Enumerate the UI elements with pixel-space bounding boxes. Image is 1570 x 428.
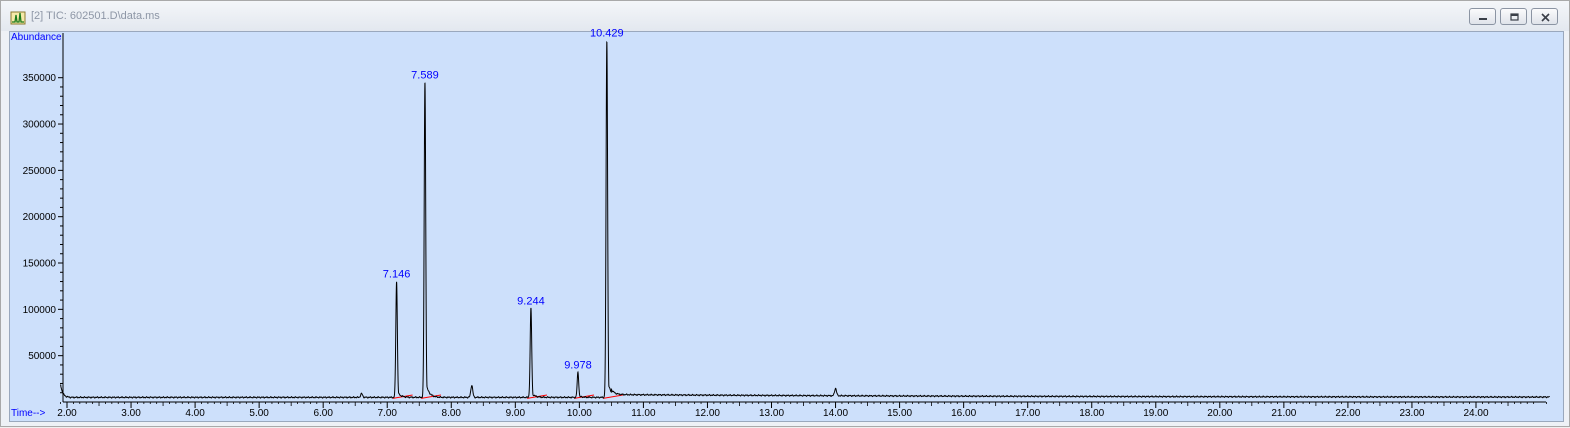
x-tick-label: 11.00 [631, 408, 656, 419]
x-tick-label: 21.00 [1271, 408, 1296, 419]
x-tick-label: 7.00 [377, 408, 397, 419]
title-bar[interactable]: [2] TIC: 602501.D\data.ms [1, 1, 1569, 31]
x-tick-label: 13.00 [759, 408, 784, 419]
restore-icon [1510, 13, 1519, 21]
x-tick-label: 4.00 [185, 408, 205, 419]
x-tick-label: 3.00 [121, 408, 141, 419]
x-tick-label: 17.00 [1015, 408, 1040, 419]
y-tick-label: 150000 [23, 259, 57, 270]
tic-trace [60, 40, 1551, 399]
peak-baseline [421, 394, 442, 399]
minimize-button[interactable] [1469, 8, 1496, 25]
chromatogram-app-icon [10, 11, 26, 25]
peak-label: 9.978 [564, 359, 592, 371]
x-tick-label: 23.00 [1399, 408, 1424, 419]
x-tick-label: 22.00 [1335, 408, 1360, 419]
peak-baseline [602, 394, 623, 399]
x-tick-label: 2.00 [57, 408, 77, 419]
y-tick-label: 250000 [23, 166, 57, 177]
y-tick-label: 350000 [23, 73, 57, 84]
x-tick-label: 24.00 [1463, 408, 1488, 419]
close-icon [1541, 13, 1550, 22]
x-tick-label: 9.00 [506, 408, 526, 419]
x-tick-label: 15.00 [887, 408, 912, 419]
axes: 50000 100000 150000 200000 250000 300000 35000… [23, 33, 1547, 419]
x-tick-label: 20.00 [1207, 408, 1232, 419]
peak-label: 10.429 [590, 28, 624, 40]
y-tick-label: 50000 [28, 351, 56, 362]
peak-label: 7.146 [383, 269, 411, 281]
x-tick-label: 14.00 [823, 408, 848, 419]
close-button[interactable] [1531, 8, 1558, 25]
x-tick-label: 5.00 [249, 408, 269, 419]
y-tick-label: 200000 [23, 212, 57, 223]
peak-label: 7.589 [411, 69, 439, 81]
plot-area [9, 31, 1564, 422]
window-title: [2] TIC: 602501.D\data.ms [31, 10, 160, 22]
peak-baseline [392, 394, 413, 399]
x-tick-label: 12.00 [695, 408, 720, 419]
x-tick-label: 19.00 [1143, 408, 1168, 419]
x-tick-label: 8.00 [442, 408, 462, 419]
peak-labels: 7.146 7.589 9.244 9.978 10.429 [383, 28, 624, 372]
tic-line [60, 40, 1551, 399]
y-tick-label: 100000 [23, 305, 57, 316]
x-tick-label: 18.00 [1079, 408, 1104, 419]
peak-baseline [574, 394, 595, 399]
y-axis-label: Abundance [11, 32, 62, 43]
restore-button[interactable] [1500, 8, 1527, 25]
x-tick-label: 10.00 [567, 408, 592, 419]
minimize-icon [1479, 18, 1487, 20]
x-tick-label: 6.00 [313, 408, 333, 419]
x-tick-label: 16.00 [951, 408, 976, 419]
x-axis-label: Time--> [11, 408, 46, 419]
peak-label: 9.244 [517, 295, 545, 307]
y-tick-label: 300000 [23, 120, 57, 131]
